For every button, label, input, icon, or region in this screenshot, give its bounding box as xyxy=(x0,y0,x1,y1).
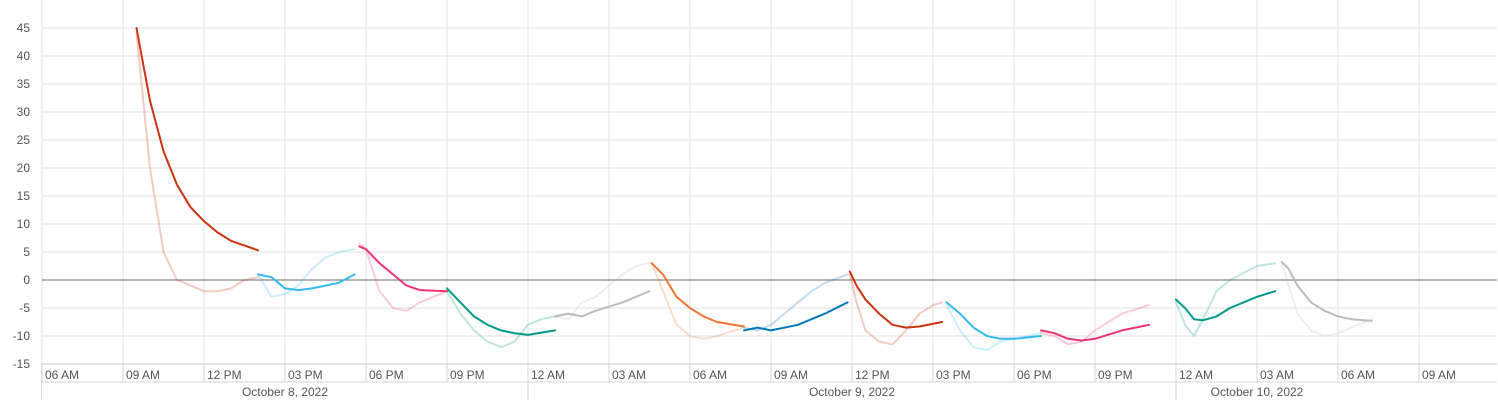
y-tick-label: -10 xyxy=(13,329,31,343)
x-tick-label: 12 AM xyxy=(1179,368,1213,382)
series-8-faint-line xyxy=(848,273,943,346)
y-tick-label: 20 xyxy=(17,161,31,175)
series-6-line xyxy=(650,262,745,328)
x-tick-label: 09 AM xyxy=(774,368,808,382)
series-1-faint-line xyxy=(135,32,259,293)
x-tick-label: 09 AM xyxy=(126,368,160,382)
series-9-faint-line xyxy=(945,304,1042,351)
y-tick-label: 15 xyxy=(17,189,31,203)
y-tick-label: 35 xyxy=(17,77,31,91)
series-8-line xyxy=(848,270,943,329)
series-7-faint-line xyxy=(743,273,849,332)
x-tick-label: 09 PM xyxy=(450,368,485,382)
date-label: October 8, 2022 xyxy=(242,385,328,399)
x-tick-label: 03 PM xyxy=(936,368,971,382)
series-4-line xyxy=(446,287,556,336)
y-tick-label: 45 xyxy=(17,21,31,35)
series-9-line xyxy=(945,301,1042,340)
series-10-faint-line xyxy=(1040,304,1150,346)
faint-series-group xyxy=(135,32,1373,351)
date-label: October 10, 2022 xyxy=(1211,385,1304,399)
x-tick-label: 09 AM xyxy=(1422,368,1456,382)
series-2-faint-line xyxy=(257,248,356,298)
x-tick-label: 03 AM xyxy=(1260,368,1294,382)
series-3-faint-line xyxy=(358,242,448,312)
y-tick-label: -15 xyxy=(13,357,31,371)
series-5-line xyxy=(554,290,651,318)
date-band: October 8, 2022 xyxy=(242,385,328,399)
x-tick-label: 06 AM xyxy=(45,368,79,382)
series-6-faint-line xyxy=(650,262,745,340)
series-12-faint-line xyxy=(1280,262,1373,337)
x-tick-label: 06 PM xyxy=(369,368,404,382)
series-12-line xyxy=(1280,261,1373,322)
series-7-line xyxy=(743,301,849,332)
x-tick-label: 09 PM xyxy=(1098,368,1133,382)
y-tick-label: 10 xyxy=(17,217,31,231)
x-tick-label: 12 AM xyxy=(531,368,565,382)
series-11-line xyxy=(1175,290,1276,322)
y-tick-label: 5 xyxy=(23,245,30,259)
series-10-line xyxy=(1040,323,1150,342)
grid-lines xyxy=(41,0,1497,365)
date-band: October 9, 2022 xyxy=(527,382,895,400)
series-3-line xyxy=(358,245,448,293)
x-tick-label: 06 AM xyxy=(693,368,727,382)
series-5-faint-line xyxy=(554,262,651,321)
series-4-faint-line xyxy=(446,290,556,349)
series-11-faint-line xyxy=(1175,262,1276,337)
series-2-line xyxy=(257,273,356,292)
y-axis: -15 -10 -5 0 5 10 15 20 25 30 35 40 45 xyxy=(13,21,31,371)
y-tick-label: -5 xyxy=(19,301,30,315)
series-1-line xyxy=(135,27,259,252)
x-tick-label: 03 PM xyxy=(288,368,323,382)
y-tick-label: 40 xyxy=(17,49,31,63)
date-band: October 10, 2022 xyxy=(1175,382,1304,400)
x-tick-label: 12 PM xyxy=(855,368,890,382)
x-axis: 06 AM 09 AM 12 PM 03 PM 06 PM 09 PM 12 AM 03 AM… xyxy=(41,363,1497,400)
x-tick-label: 03 AM xyxy=(612,368,646,382)
date-label: October 9, 2022 xyxy=(809,385,895,399)
x-tick-label: 12 PM xyxy=(207,368,242,382)
series-group xyxy=(135,27,1373,342)
y-tick-label: 30 xyxy=(17,105,31,119)
x-tick-label: 06 AM xyxy=(1341,368,1375,382)
y-tick-label: 25 xyxy=(17,133,31,147)
y-tick-label: 0 xyxy=(23,273,30,287)
x-tick-label: 06 PM xyxy=(1017,368,1052,382)
